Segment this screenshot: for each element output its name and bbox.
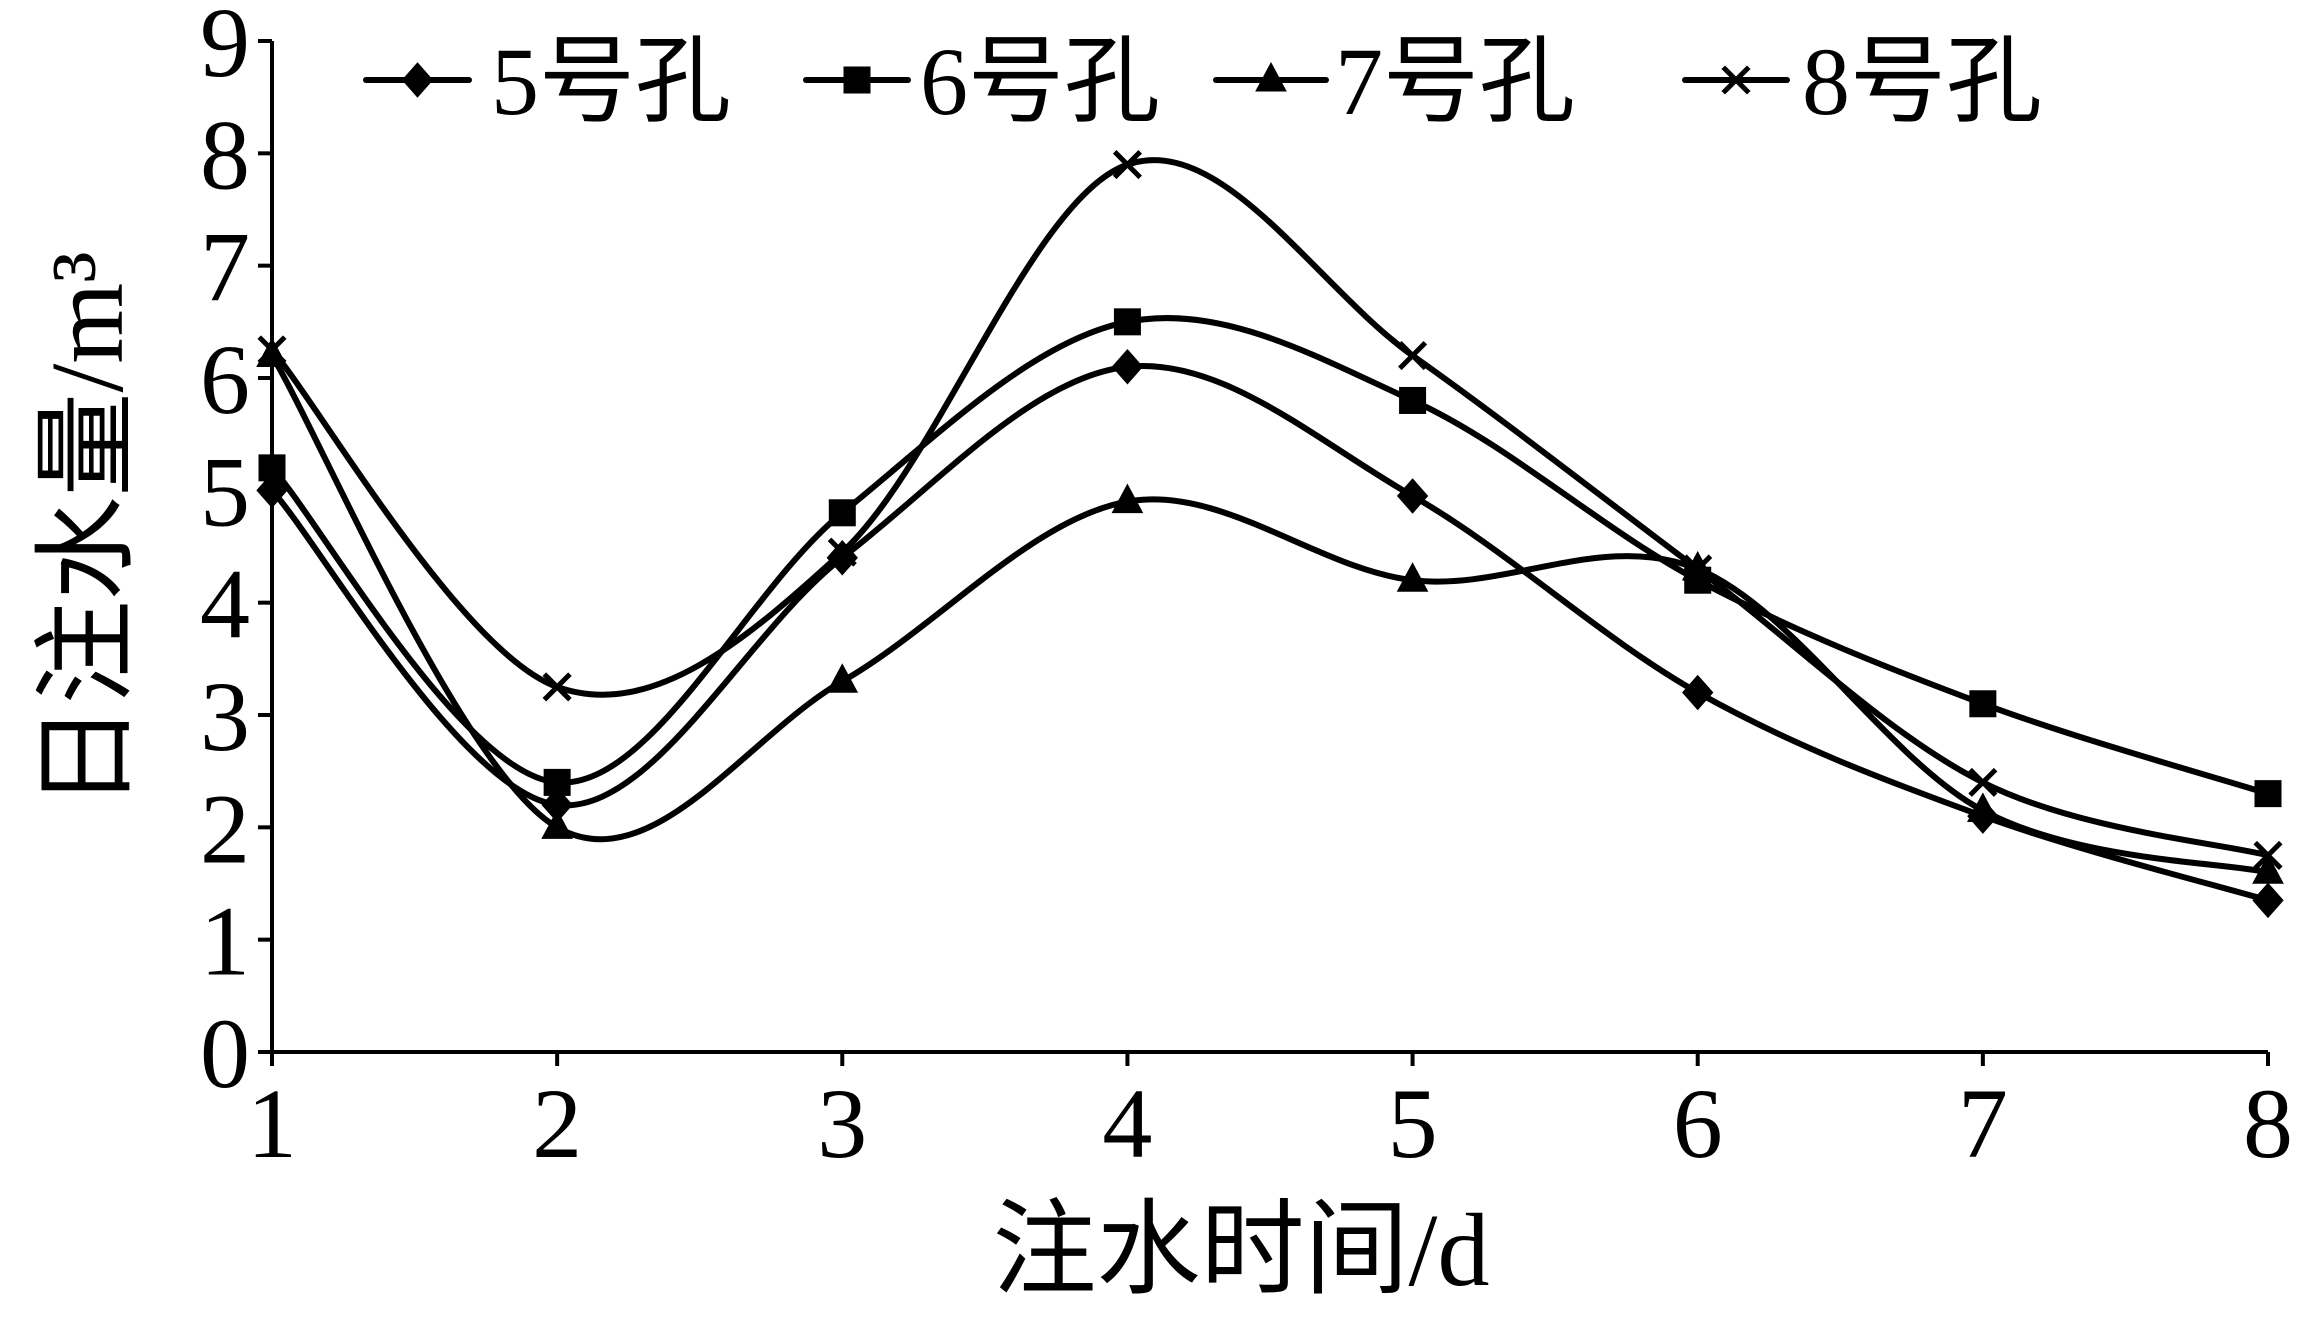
y-tick-label: 9	[200, 0, 250, 98]
y-tick-label: 3	[200, 661, 250, 772]
square-marker	[828, 499, 856, 527]
series-2-line	[269, 315, 2271, 797]
legend-entry-3: 7号孔	[1213, 28, 1575, 135]
square-marker	[543, 768, 571, 796]
x-axis-title: 注水时间/d	[993, 1193, 1490, 1308]
series-2-point-2	[543, 768, 571, 796]
legend-marker	[401, 62, 434, 98]
series-3	[256, 337, 2284, 884]
series-3-point-8	[2252, 854, 2284, 884]
legend-marker	[843, 66, 871, 94]
x-tick-label: 1	[247, 1068, 297, 1179]
diamond-marker	[1682, 674, 1714, 711]
triangle-marker	[1255, 61, 1287, 92]
legend-marker	[1255, 61, 1287, 92]
cross-marker-stroke	[2253, 840, 2283, 870]
y-tick-label: 1	[200, 886, 250, 997]
series-1-point-4	[1111, 349, 1144, 385]
series-3-point-3	[826, 663, 859, 693]
triangle-marker	[826, 663, 859, 693]
triangle-marker	[541, 809, 573, 839]
y-tick-label: 6	[200, 324, 250, 435]
square-marker	[2254, 780, 2282, 808]
series-3-point-4	[1111, 483, 1144, 514]
cross-marker-stroke	[542, 672, 572, 702]
triangle-marker	[2252, 854, 2284, 884]
series-4-point-2	[542, 672, 572, 702]
square-marker	[1969, 690, 1997, 718]
series-2-point-1	[258, 454, 286, 482]
series-3-point-2	[541, 809, 573, 839]
series-1-point-8	[2252, 882, 2284, 919]
y-tick-label: 7	[200, 212, 250, 323]
square-marker	[843, 66, 871, 94]
square-marker	[258, 454, 286, 482]
series-4-point-7	[1968, 767, 1998, 797]
diamond-marker	[1396, 478, 1429, 514]
series-1-point-5	[1396, 478, 1429, 514]
series-4-point-3	[827, 537, 857, 567]
series-4-point-8	[2253, 840, 2283, 870]
diamond-marker	[2252, 882, 2284, 919]
series-4-point-4	[1112, 150, 1142, 180]
legend-label: 8号孔	[1802, 28, 2042, 135]
y-axis-title: 日注水量/m³	[30, 252, 145, 809]
diamond-marker	[1111, 349, 1144, 385]
y-tick-label: 4	[200, 549, 250, 660]
square-marker	[1113, 308, 1141, 336]
series-3-line	[269, 352, 2271, 876]
triangle-marker	[1967, 792, 1999, 822]
series-4-line	[269, 157, 2271, 859]
legend: 5号孔 6号孔 7号孔 8号孔	[363, 28, 2042, 135]
diamond-marker	[826, 539, 858, 576]
legend-label: 5号孔	[491, 28, 731, 135]
legend-marker	[1721, 65, 1751, 95]
series-4-point-6	[1683, 554, 1713, 584]
x-tick-label: 7	[1958, 1068, 2008, 1179]
x-tick-label: 3	[817, 1068, 867, 1179]
series-2	[258, 308, 2282, 808]
cross-marker-stroke	[1968, 767, 1998, 797]
x-tick-label: 6	[1673, 1068, 1723, 1179]
x-tick-label: 2	[532, 1068, 582, 1179]
series-4-point-5	[1398, 340, 1428, 371]
series-2-point-7	[1969, 690, 1997, 718]
y-tick-label: 5	[200, 436, 250, 547]
series-2-point-8	[2254, 780, 2282, 808]
legend-label: 7号孔	[1335, 28, 1575, 135]
series-2-point-5	[1399, 386, 1427, 414]
cross-marker-stroke	[1398, 340, 1428, 371]
x-tick-label: 5	[1388, 1068, 1438, 1179]
series-1-point-6	[1682, 674, 1714, 711]
series-4	[257, 150, 2283, 870]
triangle-marker	[1396, 562, 1429, 592]
x-tick-label: 8	[2243, 1068, 2293, 1179]
triangle-marker	[1111, 483, 1144, 514]
cross-marker-stroke	[1683, 554, 1713, 584]
series-layer	[256, 150, 2284, 919]
y-tick-label: 2	[200, 773, 250, 884]
y-tick-label: 8	[200, 99, 250, 210]
cross-marker-stroke	[827, 537, 857, 567]
square-marker	[1399, 386, 1427, 414]
cross-marker-stroke	[257, 335, 287, 365]
x-tick-label: 4	[1102, 1068, 1152, 1179]
y-tick-label: 0	[200, 998, 250, 1109]
series-1-point-3	[826, 539, 858, 576]
series-3-point-5	[1396, 562, 1429, 592]
diamond-marker	[401, 62, 434, 98]
legend-entry-2: 6号孔	[803, 28, 1160, 135]
legend-entry-1: 5号孔	[363, 28, 731, 135]
legend-entry-4: 8号孔	[1682, 28, 2042, 135]
series-2-point-4	[1113, 308, 1141, 336]
cross-marker-stroke	[1721, 65, 1751, 95]
series-3-point-7	[1967, 792, 1999, 822]
series-4-point-1	[257, 335, 287, 365]
cross-marker-stroke	[1112, 150, 1142, 180]
series-2-point-3	[828, 499, 856, 527]
legend-label: 6号孔	[920, 28, 1160, 135]
